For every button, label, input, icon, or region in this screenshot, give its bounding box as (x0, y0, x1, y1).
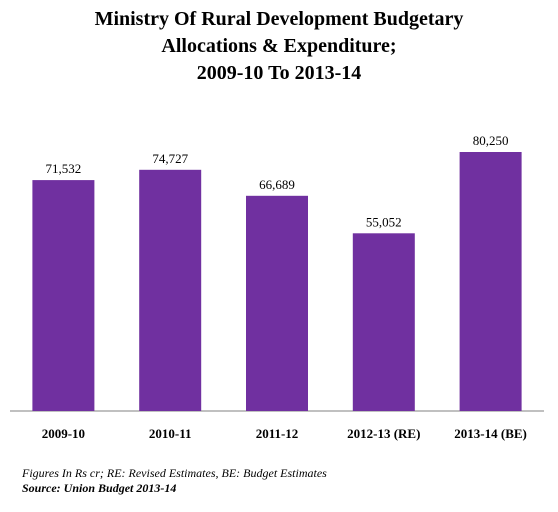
bar-2013-14 (BE) (459, 152, 522, 411)
x-tick-label-2013-14 (BE): 2013-14 (BE) (454, 426, 527, 441)
footer-source: Source: Union Budget 2013-14 (22, 481, 177, 495)
chart-title-line-2: Allocations & Expenditure; (161, 35, 397, 57)
bar-2012-13 (RE) (352, 233, 415, 411)
x-tick-label-2011-12: 2011-12 (256, 426, 299, 441)
x-tick-label-2010-11: 2010-11 (149, 426, 192, 441)
data-label-2009-10: 71,532 (46, 161, 82, 176)
chart-title: Ministry Of Rural Development Budgetary … (0, 6, 558, 87)
chart-title-line-1: Ministry Of Rural Development Budgetary (94, 8, 464, 30)
bar-2010-11 (139, 169, 202, 411)
footer-note: Figures In Rs cr; RE: Revised Estimates,… (22, 466, 327, 480)
data-label-2013-14 (BE): 80,250 (473, 133, 509, 148)
chart-title-line-3: 2009-10 To 2013-14 (196, 62, 362, 84)
x-tick-label-2009-10: 2009-10 (42, 426, 85, 441)
bar-2009-10 (32, 180, 95, 411)
data-label-2011-12: 66,689 (259, 177, 295, 192)
data-label-2012-13 (RE): 55,052 (366, 214, 402, 229)
data-label-2010-11: 74,727 (152, 151, 188, 166)
chart-footer: Figures In Rs cr; RE: Revised Estimates,… (22, 466, 327, 496)
bar-2011-12 (246, 195, 308, 411)
x-tick-label-2012-13 (RE): 2012-13 (RE) (347, 426, 420, 441)
